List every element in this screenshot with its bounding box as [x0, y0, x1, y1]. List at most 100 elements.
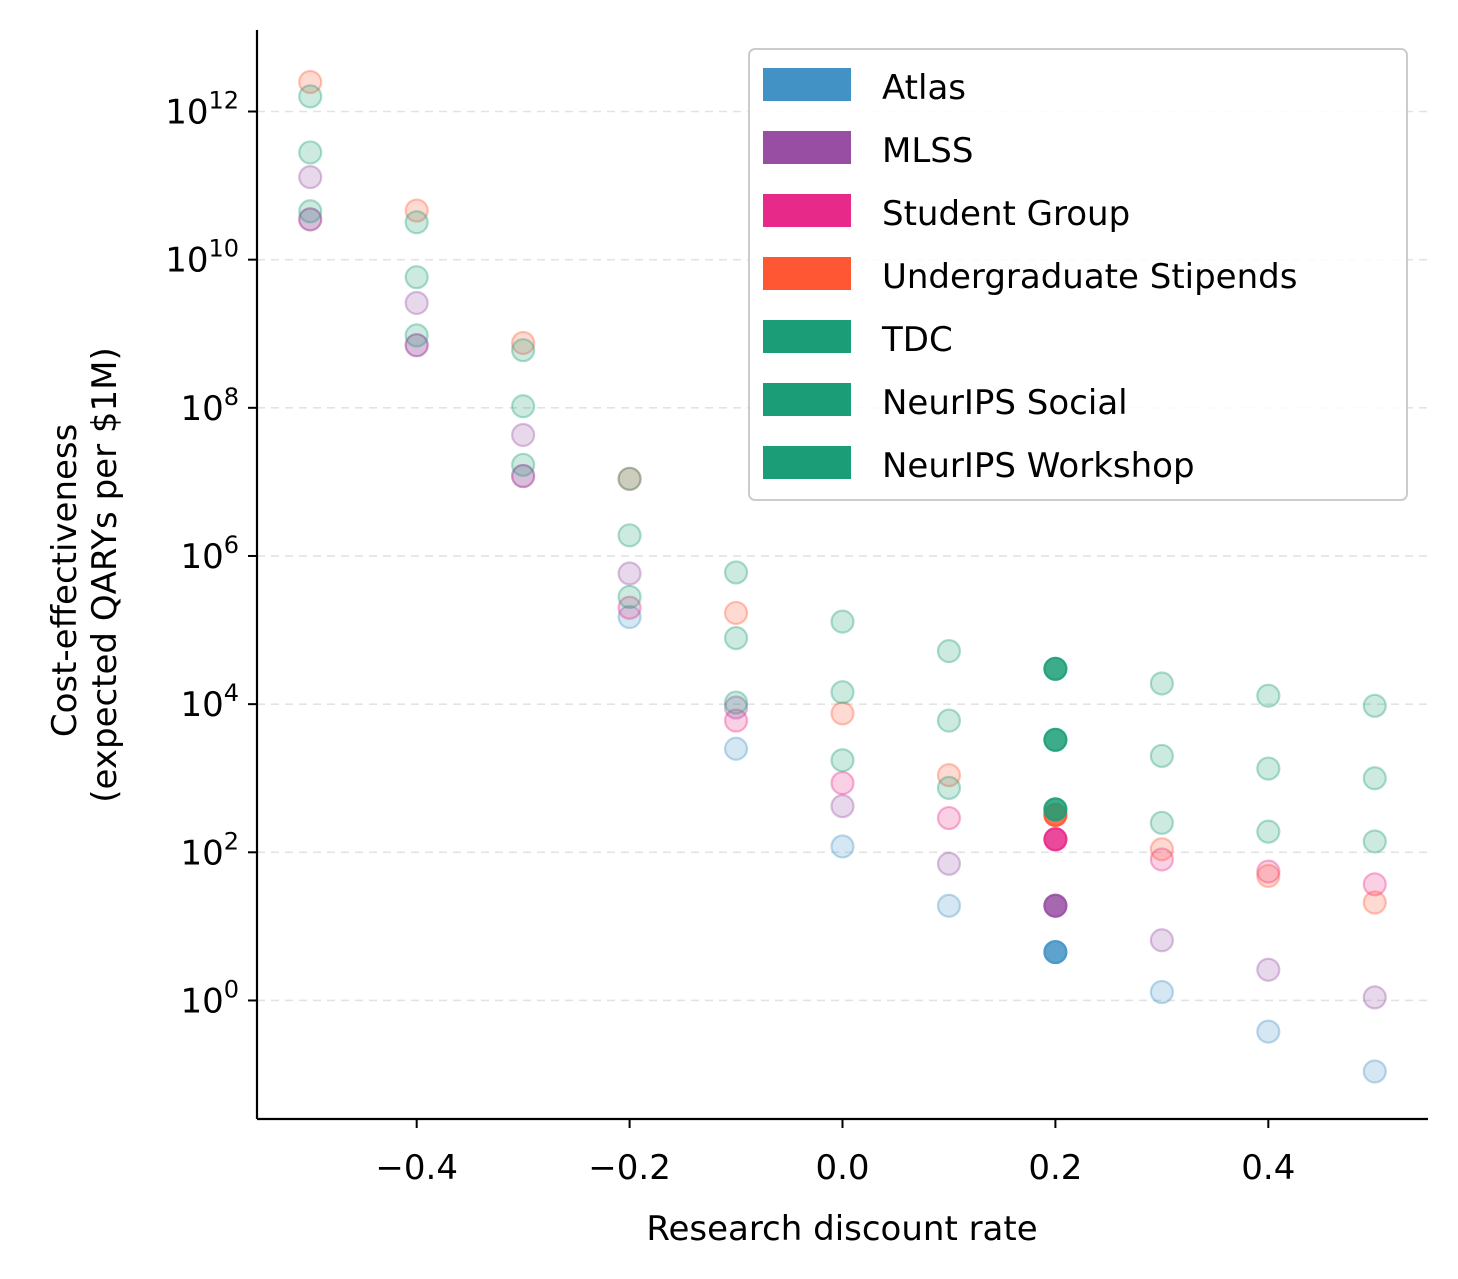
data-point-mlss — [1043, 893, 1068, 918]
legend-label: TDC — [881, 320, 953, 360]
data-point-mlss — [298, 165, 323, 190]
data-point-tdc — [830, 609, 855, 634]
data-point-neurips-social — [298, 140, 323, 165]
legend-swatch — [763, 131, 851, 164]
data-point-neurips-workshop — [1256, 819, 1281, 844]
data-point-tdc — [1362, 693, 1387, 718]
data-point-mlss — [617, 561, 642, 586]
data-point-student-group — [830, 770, 855, 796]
legend-swatch — [763, 320, 851, 353]
data-point-neurips-social — [511, 394, 536, 419]
data-point-tdc — [298, 84, 323, 109]
y-ticks: 100 102 104 106 108 1010 1012 — [165, 86, 257, 1021]
data-point-neurips-workshop — [723, 690, 749, 715]
data-point-mlss — [830, 794, 855, 819]
data-point-student-group — [617, 595, 642, 620]
data-point-neurips-workshop — [1362, 829, 1387, 854]
data-point-student-group — [936, 805, 962, 831]
y-tick-label: 1010 — [165, 235, 239, 281]
data-point-student-group — [298, 207, 323, 232]
data-point-undergraduate-stipends — [936, 763, 962, 788]
x-tick-label: 0.0 — [815, 1148, 869, 1188]
data-point-atlas — [830, 834, 855, 859]
legend-label: Atlas — [882, 68, 966, 108]
x-tick-label: 0.4 — [1241, 1148, 1295, 1188]
data-point-neurips-social — [830, 680, 855, 705]
data-point-undergraduate-stipends — [511, 330, 536, 356]
data-point-neurips-workshop — [830, 748, 855, 773]
data-point-neurips-social — [1256, 756, 1281, 781]
data-point-undergraduate-stipends — [830, 701, 855, 726]
x-axis-title: Research discount rate — [646, 1209, 1037, 1249]
y-axis-title-line-2: (expected QARYs per $1M) — [85, 347, 125, 802]
legend-label: Undergraduate Stipends — [882, 257, 1297, 297]
data-point-neurips-social — [404, 265, 429, 290]
data-point-neurips-workshop — [936, 775, 962, 801]
data-point-student-group — [511, 463, 536, 489]
data-point-neurips-workshop — [298, 199, 323, 224]
data-point-atlas — [1362, 1059, 1387, 1084]
data-point-undergraduate-stipends — [298, 69, 323, 95]
legend: Atlas MLSS Student Group Undergraduate Stip… — [748, 48, 1408, 501]
data-point-tdc — [511, 338, 536, 363]
data-point-atlas — [298, 207, 323, 232]
data-point-undergraduate-stipends — [1149, 837, 1174, 862]
data-point-neurips-social — [1043, 727, 1068, 752]
legend-label: Student Group — [882, 194, 1130, 234]
data-point-undergraduate-stipends — [617, 466, 642, 491]
x-ticks: −0.4 −0.2 0.0 0.2 0.4 — [375, 1119, 1295, 1188]
data-point-atlas — [936, 893, 962, 918]
data-point-neurips-social — [1362, 766, 1387, 791]
data-point-tdc — [1256, 683, 1281, 708]
y-axis-title: Cost-effectiveness (expected QARYs per $… — [45, 347, 125, 802]
data-point-tdc — [404, 210, 429, 235]
data-point-tdc — [936, 639, 962, 664]
data-point-undergraduate-stipends — [1362, 890, 1387, 915]
data-point-student-group — [1043, 827, 1068, 852]
legend-swatch — [763, 446, 851, 479]
y-tick-label: 104 — [180, 679, 239, 725]
y-tick-label: 106 — [180, 531, 239, 577]
legend-swatch — [763, 194, 851, 227]
data-point-student-group — [1256, 859, 1281, 884]
x-tick-label: −0.4 — [375, 1148, 458, 1188]
data-point-mlss — [1256, 957, 1281, 982]
legend-frame — [748, 48, 1408, 501]
data-point-atlas — [723, 736, 749, 761]
y-tick-label: 1012 — [165, 86, 239, 132]
data-point-tdc — [617, 466, 642, 491]
data-points — [298, 69, 1387, 1084]
data-point-mlss — [936, 851, 962, 876]
data-point-tdc — [1149, 671, 1174, 696]
legend-swatch — [763, 383, 851, 416]
data-point-neurips-social — [723, 625, 749, 651]
data-point-undergraduate-stipends — [404, 198, 429, 223]
data-point-atlas — [617, 604, 642, 630]
x-tick-label: 0.2 — [1028, 1148, 1082, 1188]
data-point-mlss — [723, 695, 749, 720]
data-point-neurips-social — [617, 523, 642, 548]
data-point-undergraduate-stipends — [1256, 863, 1281, 889]
data-point-atlas — [404, 333, 429, 358]
y-tick-label: 100 — [180, 975, 239, 1021]
data-point-student-group — [723, 708, 749, 733]
data-point-neurips-social — [936, 708, 962, 733]
data-point-student-group — [1362, 872, 1387, 897]
data-point-student-group — [1149, 847, 1174, 872]
data-point-neurips-workshop — [1149, 810, 1174, 835]
data-point-tdc — [1043, 656, 1068, 681]
data-point-mlss — [511, 422, 536, 448]
data-point-neurips-workshop — [404, 323, 429, 348]
data-point-atlas — [511, 463, 536, 489]
data-point-atlas — [1149, 979, 1174, 1005]
legend-label: NeurIPS Workshop — [882, 446, 1195, 486]
data-point-mlss — [1362, 985, 1387, 1010]
data-point-mlss — [1149, 928, 1174, 953]
legend-label: MLSS — [882, 131, 973, 171]
data-point-atlas — [1043, 939, 1068, 965]
data-point-neurips-workshop — [511, 452, 536, 477]
data-point-neurips-workshop — [1043, 797, 1068, 822]
legend-swatch — [763, 68, 851, 101]
x-tick-label: −0.2 — [588, 1148, 671, 1188]
